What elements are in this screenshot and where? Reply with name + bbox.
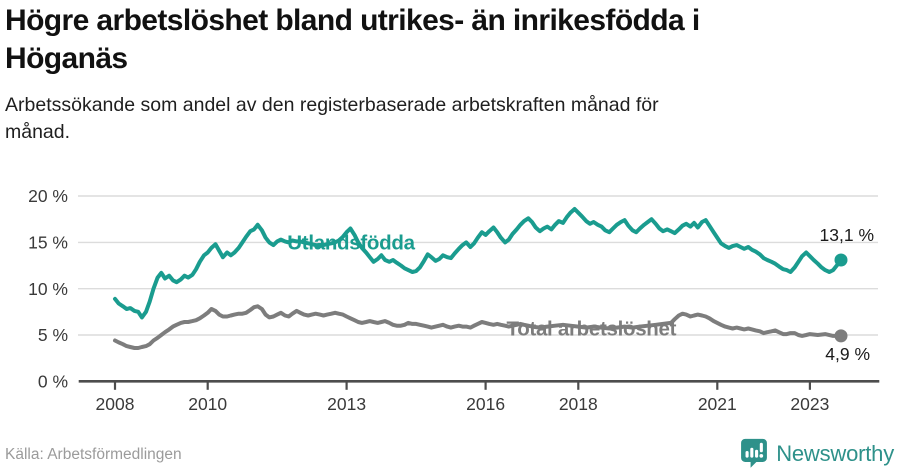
x-tick-label-2010: 2010 [188,394,227,414]
y-tick-label-20: 20 % [28,186,68,206]
x-tick-label-2021: 2021 [698,394,737,414]
y-tick-label-15: 15 % [28,233,68,253]
x-tick-label-2018: 2018 [559,394,598,414]
newsworthy-logo[interactable]: Newsworthy [739,438,894,469]
series-label-total: Total arbetslöshet [507,317,677,340]
series-line-utlandsfodda [113,207,843,320]
series-label-utlandsfodda: Utlandsfödda [287,231,415,254]
chart-title: Högre arbetslöshet bland utrikes- än inr… [5,4,700,75]
x-tick-label-2013: 2013 [327,394,366,414]
source-attribution: Källa: Arbetsförmedlingen [5,446,182,463]
x-tick-label-2023: 2023 [790,394,829,414]
end-value-label-total: 4,9 % [825,344,870,364]
y-tick-label-5: 5 % [38,325,68,345]
x-tick-label-2008: 2008 [96,394,135,414]
unemployment-line-chart: 0 % 5 % 10 % 15 % 20 % 2008 2010 2013 2016 2018 20… [28,186,880,414]
y-tick-label-0: 0 % [38,372,68,392]
newsworthy-wordmark: Newsworthy [776,440,894,466]
end-value-label-utlandsfodda: 13,1 % [820,225,874,245]
y-tick-label-10: 10 % [28,279,68,299]
series-end-dot-utlandsfodda [834,253,848,267]
chart-subtitle: Arbetssökande som andel av den registerb… [5,94,659,143]
x-tick-label-2016: 2016 [466,394,505,414]
series-end-dot-total [834,329,848,343]
series-line-total [113,304,843,350]
newsworthy-bubble-chart-icon [741,438,768,468]
